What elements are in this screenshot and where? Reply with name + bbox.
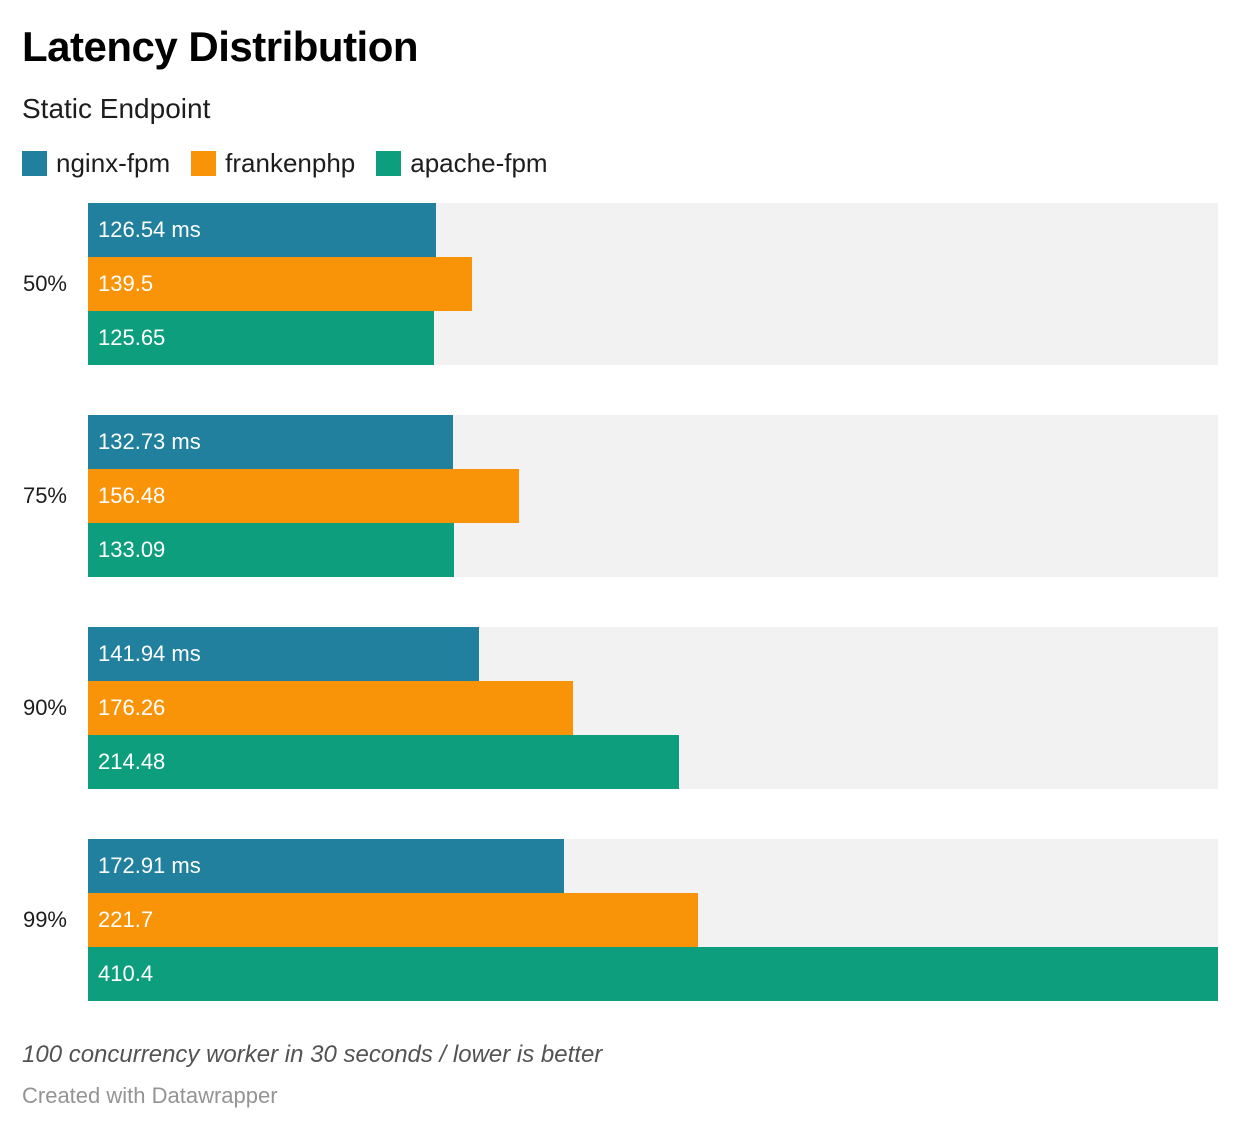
chart-subtitle: Static Endpoint xyxy=(22,93,211,124)
bar-frankenphp-99%: 221.7 xyxy=(88,893,699,947)
legend-label: nginx-fpm xyxy=(56,148,171,178)
bar-group-75%: 75% 132.73 ms 156.48 133.09 xyxy=(0,415,1240,577)
category-label: 99% xyxy=(22,907,67,932)
bar-frankenphp-75%: 156.48 xyxy=(88,469,519,523)
bar-value-label: 132.73 ms xyxy=(98,429,201,454)
legend-swatch-icon xyxy=(22,150,47,176)
datawrapper-credit: Created with Datawrapper xyxy=(22,1082,278,1108)
bar-frankenphp-90%: 176.26 xyxy=(88,681,574,735)
legend-label: apache-fpm xyxy=(410,148,548,178)
bar-value-label: 139.5 xyxy=(98,271,154,296)
chart-header: Latency Distribution Static Endpoint xyxy=(22,26,1218,123)
bar-value-label: 156.48 xyxy=(98,483,166,508)
bar-apache-fpm-99%: 410.4 xyxy=(88,947,1218,1001)
bar-nginx-fpm-50%: 126.54 ms xyxy=(88,203,437,257)
bar-track: 126.54 ms 139.5 125.65 xyxy=(88,203,1218,365)
page-title: Latency Distribution xyxy=(22,23,419,70)
bar-apache-fpm-75%: 133.09 xyxy=(88,523,455,577)
legend-item-nginx-fpm: nginx-fpm xyxy=(22,150,170,176)
category-label: 90% xyxy=(22,695,67,720)
bar-value-label: 141.94 ms xyxy=(98,641,201,666)
bar-group-99%: 99% 172.91 ms 221.7 410.4 xyxy=(0,839,1240,1001)
bar-track: 172.91 ms 221.7 410.4 xyxy=(88,839,1218,1001)
bar-track: 132.73 ms 156.48 133.09 xyxy=(88,415,1218,577)
bar-track: 141.94 ms 176.26 214.48 xyxy=(88,627,1218,789)
legend: nginx-fpm frankenphp apache-fpm xyxy=(22,150,1218,176)
bar-value-label: 176.26 xyxy=(98,695,166,720)
legend-swatch-icon xyxy=(376,150,402,176)
legend-item-frankenphp: frankenphp xyxy=(191,150,355,176)
bar-chart: 50% 126.54 ms 139.5 125.65 75% 132.73 ms 156.4… xyxy=(0,203,1240,1001)
category-label: 50% xyxy=(22,271,67,296)
bar-value-label: 221.7 xyxy=(98,907,154,932)
category-label: 75% xyxy=(22,483,67,508)
bar-group-90%: 90% 141.94 ms 176.26 214.48 xyxy=(0,627,1240,789)
bar-value-label: 133.09 xyxy=(98,537,166,562)
bar-value-label: 125.65 xyxy=(98,325,166,350)
legend-label: frankenphp xyxy=(225,148,356,178)
bar-apache-fpm-50%: 125.65 xyxy=(88,311,434,365)
bar-value-label: 126.54 ms xyxy=(98,217,201,242)
legend-swatch-icon xyxy=(191,150,217,176)
bar-nginx-fpm-99%: 172.91 ms xyxy=(88,839,565,893)
footer-note: 100 concurrency worker in 30 seconds / l… xyxy=(22,1041,603,1068)
bar-nginx-fpm-90%: 141.94 ms xyxy=(88,627,479,681)
bar-frankenphp-50%: 139.5 xyxy=(88,257,473,311)
bar-apache-fpm-90%: 214.48 xyxy=(88,735,679,789)
bar-value-label: 410.4 xyxy=(98,961,154,986)
bar-value-label: 214.48 xyxy=(98,749,166,774)
chart-footer: 100 concurrency worker in 30 seconds / l… xyxy=(22,1041,1218,1109)
bar-value-label: 172.91 ms xyxy=(98,853,201,878)
bar-nginx-fpm-75%: 132.73 ms xyxy=(88,415,454,469)
legend-item-apache-fpm: apache-fpm xyxy=(376,148,548,178)
bar-group-50%: 50% 126.54 ms 139.5 125.65 xyxy=(0,203,1240,365)
